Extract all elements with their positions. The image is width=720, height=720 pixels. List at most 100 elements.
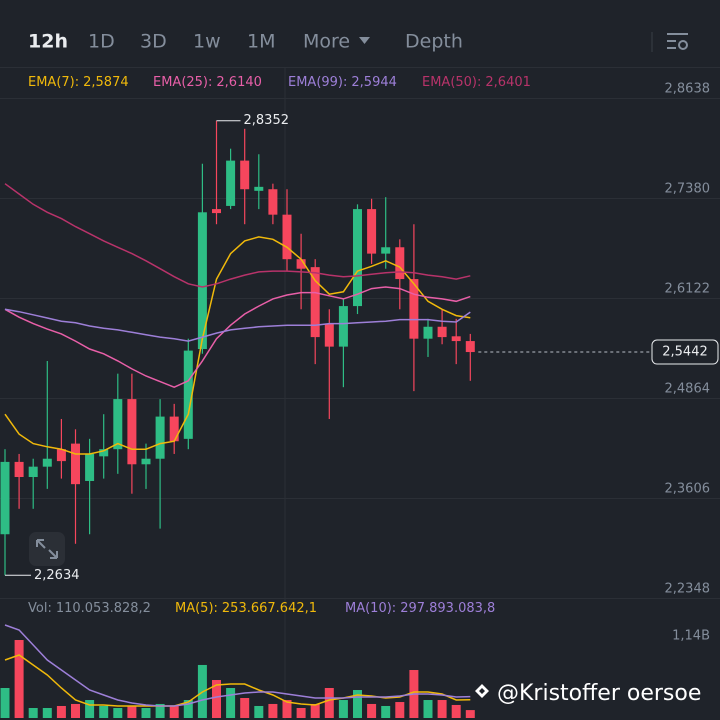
candle-body <box>197 212 207 350</box>
volume-bar <box>99 705 109 718</box>
tab-1d[interactable]: 1D <box>88 31 115 53</box>
candle-body <box>127 399 137 465</box>
volume-bar <box>113 707 123 718</box>
legend-name: EMA(25): <box>153 75 212 90</box>
legend-name: MA(10): <box>345 601 396 616</box>
legend-entry: MA(10): 297.893.083,8 <box>345 601 495 616</box>
legend-name: EMA(50): <box>422 75 481 90</box>
tab-12h[interactable]: 12h <box>28 31 68 53</box>
candle-body <box>155 416 165 459</box>
candle-body <box>42 458 52 467</box>
ma-line <box>4 654 471 707</box>
more-caret <box>359 37 370 44</box>
legend-value: 110.053.828,2 <box>56 601 151 616</box>
y-tick-label: 2,7380 <box>665 181 711 196</box>
candle-body <box>423 326 433 339</box>
candle-body <box>409 279 419 339</box>
tab-more[interactable]: More <box>303 31 350 53</box>
watermark: @Kristoffer oersoe <box>475 681 701 706</box>
volume-bar <box>226 687 236 718</box>
volume-bar <box>56 705 66 718</box>
legend-name: Vol: <box>28 601 52 616</box>
expand-button[interactable] <box>29 532 65 566</box>
legend-entry: EMA(99): 2,5944 <box>288 75 397 90</box>
legend-value: 2,5874 <box>83 75 129 90</box>
y-tick-label: 2,8638 <box>665 81 711 96</box>
ema-line <box>4 236 471 455</box>
candle-body <box>56 449 66 462</box>
tab-3d[interactable]: 3D <box>140 31 167 53</box>
volume-bar <box>42 707 52 718</box>
volume-bar <box>451 704 461 718</box>
legend-value: 2,6140 <box>216 75 262 90</box>
candle-body <box>99 449 109 457</box>
volume-bar <box>296 707 306 718</box>
tab-depth[interactable]: Depth <box>405 31 463 53</box>
legend-value: 2,5944 <box>351 75 397 90</box>
volume-bar <box>367 703 377 718</box>
legend-entry: Vol: 110.053.828,2 <box>28 601 151 616</box>
candle-body <box>451 336 461 342</box>
volume-bar <box>324 687 334 718</box>
candle-body <box>14 461 24 478</box>
candle-body <box>437 326 447 338</box>
candle-body <box>353 209 362 307</box>
tab-1w[interactable]: 1w <box>193 31 221 53</box>
ema-line <box>4 308 471 342</box>
volume-bar <box>310 703 320 718</box>
ema-line <box>4 183 471 288</box>
last-price-label: 2,5442 <box>662 345 708 360</box>
legend-name: EMA(99): <box>288 75 347 90</box>
volume-bar <box>212 680 221 718</box>
settings-icon[interactable] <box>667 33 688 50</box>
candle-body <box>310 267 320 338</box>
candle-body <box>268 189 278 215</box>
candle-body <box>324 323 334 347</box>
volume-bar <box>338 700 348 718</box>
y-tick-label: 2,2348 <box>665 582 711 597</box>
candle-body <box>254 186 264 191</box>
candle-body <box>465 341 475 353</box>
candle-body <box>71 443 80 485</box>
ma-line <box>4 624 471 707</box>
candle-body <box>183 350 193 439</box>
volume-bar <box>0 687 10 718</box>
ema-line <box>4 286 471 389</box>
legend-entry: MA(5): 253.667.642,1 <box>175 601 317 616</box>
legend-value: 2,6401 <box>485 75 531 90</box>
volume-bar <box>437 700 447 718</box>
watermark-text: @Kristoffer oersoe <box>497 681 701 706</box>
volume-bar <box>423 700 433 718</box>
toolbar: 12h 1D 3D 1w 1M More Depth <box>28 31 688 53</box>
volume-bar <box>268 703 278 718</box>
candle-body <box>367 209 377 254</box>
legend-name: MA(5): <box>175 601 218 616</box>
volume-bar <box>381 705 391 718</box>
legend-entry: EMA(50): 2,6401 <box>422 75 531 90</box>
candle-body <box>0 461 10 535</box>
last-price-box <box>651 339 719 365</box>
legend-entry: EMA(7): 2,5874 <box>28 75 129 90</box>
volume-bar <box>465 710 475 718</box>
volume-tick-label: 1,14B <box>672 628 710 643</box>
candle-body <box>169 416 179 442</box>
volume-bar <box>14 640 24 718</box>
volume-bar <box>282 700 292 718</box>
candle-body <box>28 466 38 478</box>
volume-bar <box>85 700 95 718</box>
legend-value: 297.893.083,8 <box>400 601 495 616</box>
volume-bar <box>71 703 80 718</box>
candle-body <box>282 214 292 260</box>
volume-bar <box>240 697 250 718</box>
candle-body <box>85 453 95 481</box>
volume-bar <box>28 707 38 718</box>
volume-bar <box>254 705 264 718</box>
candle-body <box>381 247 391 254</box>
high-label: 2,8352 <box>244 113 290 128</box>
tab-1m[interactable]: 1M <box>247 31 275 53</box>
legend-name: EMA(7): <box>28 75 79 90</box>
candle-body <box>338 306 348 347</box>
candle-body <box>240 160 250 190</box>
volume-bar <box>155 703 165 718</box>
